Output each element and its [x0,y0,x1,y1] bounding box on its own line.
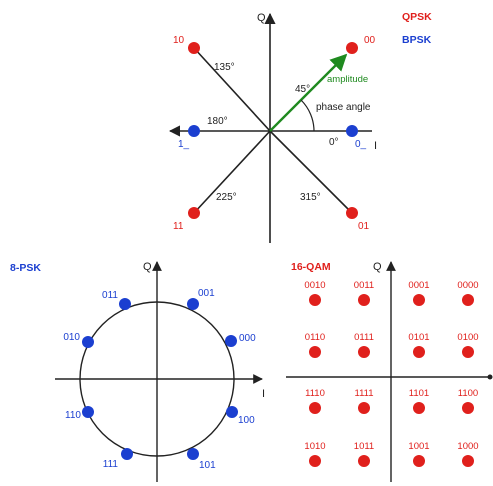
qam16-label-1010: 1010 [304,441,325,452]
qam16-point-0101 [413,346,425,358]
qam16-label-1000: 1000 [457,441,478,452]
qam16-point-0110 [309,346,321,358]
qam16-label-1110: 1110 [305,388,325,399]
psk8-point-010 [82,336,94,348]
qam16-point-0111 [358,346,370,358]
qpsk-legend: QPSK [402,11,432,23]
psk8-diagram: 8-PSK Q I 000 001 011 010 110 111 101 100 [10,261,265,482]
qpsk-point-01 [346,207,358,219]
qam16-diagram: 16-QAM Q 0010 0011 0001 0000 0110 0111 0101 010… [286,261,493,482]
qam16-point-0011 [358,294,370,306]
psk8-label-001: 001 [198,288,215,299]
psk8-point-110 [82,406,94,418]
qam16-i-axis-end [487,374,493,380]
psk8-label-100: 100 [238,415,255,426]
qam16-point-1001 [413,455,425,467]
angle-135-label: 135° [214,62,235,73]
qam16-label-1011: 1011 [354,441,374,452]
psk8-label-000: 000 [239,333,256,344]
qam16-label-0010: 0010 [304,280,325,291]
qam16-point-0010 [309,294,321,306]
qpsk-bpsk-diagram: Q I QPSK BPSK 00 10 11 01 0_ 1_ amplitud… [168,11,432,243]
phase-angle-label: phase angle [316,102,371,113]
qam16-label-0000: 0000 [457,280,478,291]
qpsk-label-11: 11 [173,221,184,232]
psk8-point-011 [119,298,131,310]
qam16-label-1001: 1001 [408,441,429,452]
qam16-title: 16-QAM [291,261,331,273]
psk8-point-111 [121,448,133,460]
qpsk-label-00: 00 [364,35,376,46]
qpsk-label-10: 10 [173,35,185,46]
qam16-point-1111 [358,402,370,414]
qam16-label-0111: 0111 [354,332,374,343]
q-axis-label: Q [257,12,266,24]
psk8-point-001 [187,298,199,310]
qpsk-label-01: 01 [358,221,370,232]
bpsk-legend: BPSK [402,34,432,46]
psk8-point-100 [226,406,238,418]
angle-315-label: 315° [300,192,321,203]
qam16-point-0001 [413,294,425,306]
qam16-q-axis-label: Q [373,261,382,273]
qam16-label-0100: 0100 [457,332,478,343]
qam16-label-1111: 1111 [354,388,373,399]
qpsk-point-00 [346,42,358,54]
qam16-point-0000 [462,294,474,306]
qam16-label-0001: 0001 [408,280,429,291]
qam16-label-1101: 1101 [409,388,429,399]
angle-0-label: 0° [329,137,339,148]
psk8-points: 000 001 011 010 110 111 101 100 [63,288,256,471]
bpsk-label-0: 0_ [355,139,367,150]
psk8-point-000 [225,335,237,347]
psk8-label-111: 111 [103,459,119,470]
angle-45-label: 45° [295,84,310,95]
qam16-label-0110: 0110 [305,332,325,343]
psk8-point-101 [187,448,199,460]
qam16-point-1100 [462,402,474,414]
psk8-circle [79,301,235,457]
qpsk-point-10 [188,42,200,54]
qam16-points: 0010 0011 0001 0000 0110 0111 0101 0100 1110 1111… [304,280,479,467]
phase-angle-arc [300,99,315,132]
bpsk-label-1: 1_ [178,139,190,150]
qam16-label-1100: 1100 [458,388,478,399]
qam16-point-1110 [309,402,321,414]
qam16-point-0100 [462,346,474,358]
amplitude-vector [269,53,348,132]
qam16-label-0011: 0011 [354,280,374,291]
psk8-q-axis-label: Q [143,261,152,273]
bpsk-point-1 [188,125,200,137]
amplitude-label: amplitude [327,74,368,85]
angle-225-label: 225° [216,192,237,203]
psk8-label-101: 101 [199,460,216,471]
diagonal-225 [193,130,271,214]
psk8-label-110: 110 [65,410,81,421]
qam16-point-1010 [309,455,321,467]
i-axis-label: I [374,140,377,152]
psk8-label-011: 011 [102,290,118,301]
qam16-point-1101 [413,402,425,414]
angle-180-label: 180° [207,116,228,127]
diagonal-135 [193,47,271,132]
psk8-i-axis-label: I [262,388,265,400]
psk8-label-010: 010 [63,332,80,343]
psk8-title: 8-PSK [10,262,41,274]
qam16-point-1011 [358,455,370,467]
qpsk-point-11 [188,207,200,219]
bpsk-point-0 [346,125,358,137]
diagonal-315 [269,130,353,214]
qam16-label-0101: 0101 [408,332,429,343]
qam16-point-1000 [462,455,474,467]
